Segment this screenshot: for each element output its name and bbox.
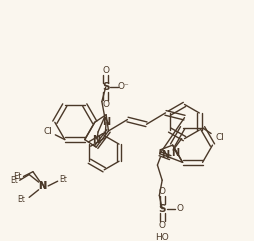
Text: Et: Et xyxy=(18,195,25,204)
Text: Et: Et xyxy=(59,175,67,184)
Text: O: O xyxy=(158,221,165,230)
Text: S: S xyxy=(158,204,165,214)
Text: HO: HO xyxy=(155,233,168,241)
Text: Et: Et xyxy=(13,172,22,181)
Text: N: N xyxy=(38,181,46,191)
Text: N: N xyxy=(102,117,110,127)
Text: O: O xyxy=(102,100,109,109)
Text: N: N xyxy=(160,150,168,160)
Text: N: N xyxy=(170,148,178,158)
Text: Cl: Cl xyxy=(43,127,52,136)
Text: Cl: Cl xyxy=(214,133,223,142)
Text: O⁻: O⁻ xyxy=(117,82,129,91)
Text: +: + xyxy=(100,131,105,137)
Text: S: S xyxy=(102,82,109,92)
Text: O: O xyxy=(176,204,183,213)
Text: N: N xyxy=(92,134,100,145)
Text: O: O xyxy=(102,66,109,75)
Text: N: N xyxy=(38,181,46,191)
Text: Et: Et xyxy=(10,176,18,185)
Text: O: O xyxy=(158,187,165,196)
